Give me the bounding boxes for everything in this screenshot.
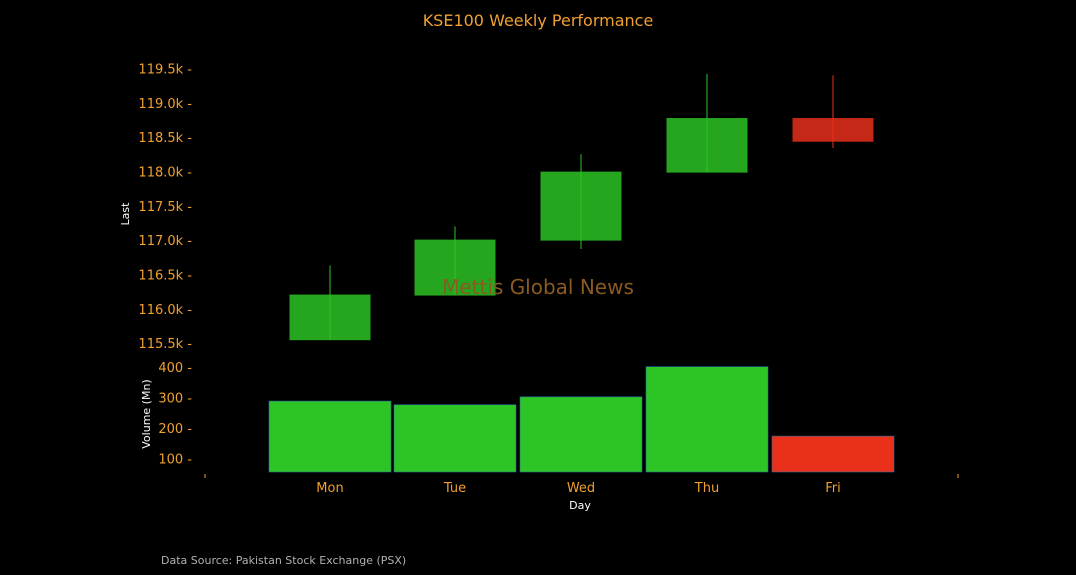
volume-bar bbox=[268, 400, 392, 473]
x-tick-label: Thu bbox=[694, 481, 719, 496]
price-tick-label: 116.5k - bbox=[138, 268, 192, 283]
volume-bar bbox=[393, 404, 517, 473]
price-tick-label: 118.0k - bbox=[138, 165, 192, 180]
volume-bar bbox=[645, 366, 769, 473]
x-tick-label: Mon bbox=[316, 481, 343, 496]
candle-body bbox=[540, 171, 622, 241]
price-tick-label: 116.0k - bbox=[138, 303, 192, 318]
watermark: Mettis Global News bbox=[442, 275, 634, 299]
x-tick-label: Fri bbox=[825, 481, 841, 496]
volume-panel: 100 - 200 - 300 - 400 - bbox=[158, 361, 895, 473]
x-tick-label: Tue bbox=[443, 481, 466, 496]
volume-tick-label: 300 - bbox=[158, 391, 192, 406]
volume-tick-label: 400 - bbox=[158, 361, 192, 376]
price-axis-label: Last bbox=[119, 202, 132, 226]
x-axis-label: Day bbox=[569, 499, 591, 512]
volume-bar bbox=[519, 396, 643, 473]
volume-tick-label: 100 - bbox=[158, 452, 192, 467]
price-tick-label: 117.5k - bbox=[138, 200, 192, 215]
volume-tick-label: 200 - bbox=[158, 422, 192, 437]
candle-body bbox=[414, 239, 496, 296]
price-tick-label: 119.5k - bbox=[138, 62, 192, 77]
price-tick-label: 118.5k - bbox=[138, 131, 192, 146]
data-source-note: Data Source: Pakistan Stock Exchange (PS… bbox=[161, 554, 406, 567]
x-axis: Mon Tue Wed Thu Fri bbox=[204, 474, 959, 496]
volume-axis-label: Volume (Mn) bbox=[140, 379, 153, 448]
x-tick-label: Wed bbox=[567, 481, 595, 496]
chart-title: KSE100 Weekly Performance bbox=[423, 11, 654, 30]
volume-bar bbox=[771, 435, 895, 473]
price-tick-label: 115.5k - bbox=[138, 337, 192, 352]
price-panel: 115.5k - 116.0k - 116.5k - 117.0k - 117.5k -… bbox=[138, 62, 874, 352]
price-tick-label: 119.0k - bbox=[138, 97, 192, 112]
candle-body bbox=[289, 294, 371, 341]
candle-body bbox=[666, 118, 748, 173]
candle-body bbox=[792, 118, 874, 142]
price-tick-label: 117.0k - bbox=[138, 234, 192, 249]
